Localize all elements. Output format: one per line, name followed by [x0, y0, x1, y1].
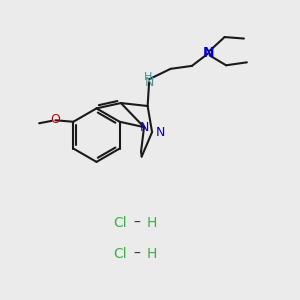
Text: H: H — [146, 247, 157, 261]
Text: –: – — [133, 247, 140, 261]
Text: Cl: Cl — [113, 247, 127, 261]
Text: N: N — [156, 126, 165, 139]
Text: Cl: Cl — [113, 216, 127, 230]
Text: H: H — [146, 216, 157, 230]
Text: N: N — [140, 121, 149, 134]
Text: –: – — [133, 216, 140, 230]
Text: H: H — [143, 72, 152, 82]
Text: O: O — [51, 113, 60, 126]
Text: N: N — [144, 76, 154, 89]
Text: N: N — [202, 46, 214, 60]
